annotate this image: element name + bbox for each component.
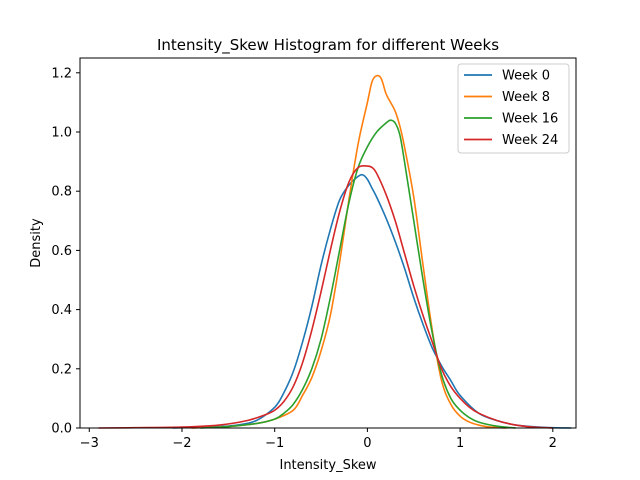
y-tick-label: 0.8 [51, 185, 72, 200]
plot-frame [79, 57, 577, 429]
x-tick-label: −1 [265, 436, 284, 451]
y-axis-label: Density [29, 218, 44, 268]
x-axis: −3 −2 −1 0 1 2 [80, 428, 557, 451]
y-tick-label: 1.0 [51, 126, 72, 141]
y-tick-label: 0.6 [51, 244, 72, 259]
series-line-week-2 [200, 119, 516, 429]
legend: Week 0 Week 8 Week 16 Week 24 [457, 63, 570, 154]
series-group [98, 74, 572, 429]
series-line-week-3 [98, 164, 553, 429]
plot-area: −3 −2 −1 0 1 2 0.0 0.2 0.4 0.6 0.8 1.0 1.2 [51, 57, 577, 451]
legend-label-2: Week 16 [502, 112, 558, 127]
series-line-week-1 [191, 74, 507, 429]
x-axis-label: Intensity_Skew [279, 458, 376, 473]
legend-label-0: Week 0 [502, 69, 550, 84]
legend-label-1: Week 8 [502, 90, 550, 105]
x-tick-label: 1 [456, 436, 464, 451]
series-line-week-0 [172, 173, 572, 429]
x-tick-label: −2 [172, 436, 191, 451]
y-tick-label: 0.2 [51, 362, 72, 377]
y-tick-label: 0.0 [51, 422, 72, 437]
y-tick-label: 0.4 [51, 303, 72, 318]
x-tick-label: 2 [549, 436, 557, 451]
y-tick-label: 1.2 [51, 66, 72, 81]
y-axis: 0.0 0.2 0.4 0.6 0.8 1.0 1.2 [51, 66, 80, 437]
x-tick-label: −3 [80, 436, 99, 451]
legend-box [457, 63, 570, 154]
chart-title: Intensity_Skew Histogram for different W… [157, 36, 499, 55]
legend-label-3: Week 24 [502, 133, 558, 148]
x-tick-label: 0 [363, 436, 371, 451]
